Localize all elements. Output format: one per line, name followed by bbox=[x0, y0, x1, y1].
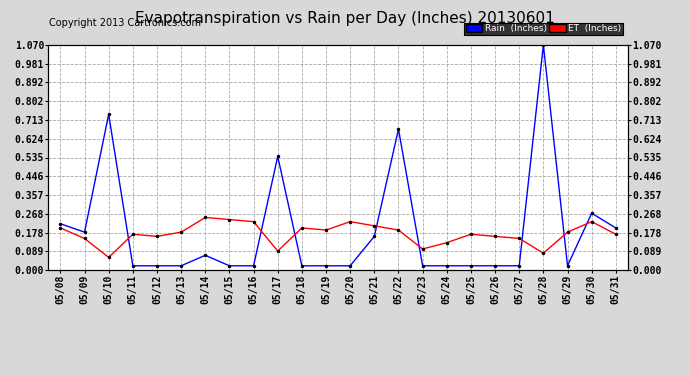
Text: Copyright 2013 Cartronics.com: Copyright 2013 Cartronics.com bbox=[50, 18, 201, 28]
Text: Evapotranspiration vs Rain per Day (Inches) 20130601: Evapotranspiration vs Rain per Day (Inch… bbox=[135, 11, 555, 26]
Legend: Rain  (Inches), ET  (Inches): Rain (Inches), ET (Inches) bbox=[464, 22, 623, 35]
